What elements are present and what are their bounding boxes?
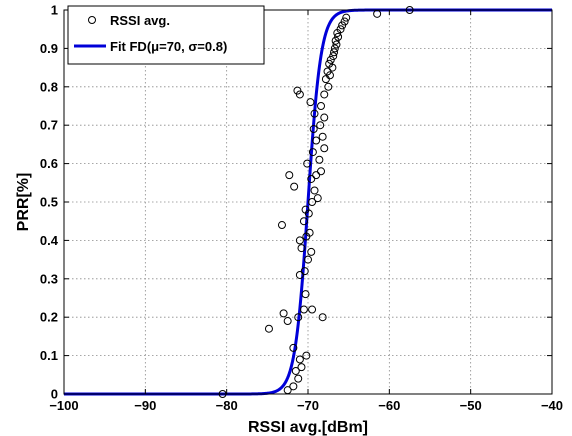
y-tick-label: 0.3 bbox=[40, 271, 58, 286]
data-point bbox=[329, 52, 338, 61]
data-point bbox=[332, 40, 341, 49]
data-point bbox=[304, 255, 312, 264]
x-tick-label: −90 bbox=[134, 398, 156, 413]
data-point bbox=[308, 198, 317, 206]
x-tick-label: −70 bbox=[297, 398, 319, 413]
data-point bbox=[336, 25, 345, 34]
x-axis-label: RSSI avg.[dBm] bbox=[248, 419, 368, 436]
data-point bbox=[308, 148, 317, 157]
data-point bbox=[301, 290, 310, 299]
data-point bbox=[295, 236, 304, 245]
data-point bbox=[320, 144, 329, 153]
x-tick-label: −50 bbox=[460, 398, 482, 413]
legend-label-rssi: RSSI avg. bbox=[110, 13, 170, 28]
legend-label-fit: Fit FD(μ=70, σ=0.8) bbox=[110, 39, 227, 54]
x-tick-label: −60 bbox=[378, 398, 400, 413]
data-point bbox=[264, 324, 273, 333]
data-point bbox=[289, 343, 298, 352]
data-point bbox=[297, 244, 306, 253]
data-point bbox=[330, 48, 339, 57]
data-point bbox=[325, 59, 334, 68]
x-tick-label: −80 bbox=[216, 398, 238, 413]
y-tick-label: 1 bbox=[51, 3, 58, 18]
y-tick-label: 0.1 bbox=[40, 348, 58, 363]
data-point bbox=[299, 217, 308, 226]
y-tick-label: 0 bbox=[51, 387, 58, 402]
data-point bbox=[320, 113, 329, 122]
data-point bbox=[318, 313, 327, 322]
data-point bbox=[323, 67, 332, 76]
grid-lines bbox=[64, 10, 552, 394]
data-point bbox=[317, 102, 326, 110]
y-tick-label: 0.8 bbox=[40, 79, 58, 94]
data-point bbox=[342, 13, 351, 22]
data-point bbox=[302, 351, 311, 360]
data-point bbox=[279, 309, 288, 318]
data-point bbox=[305, 228, 314, 237]
data-point bbox=[312, 171, 321, 180]
data-point bbox=[299, 305, 308, 314]
data-point bbox=[340, 17, 349, 26]
data-point bbox=[315, 155, 324, 164]
data-point bbox=[330, 44, 339, 53]
data-point bbox=[317, 167, 326, 176]
data-point bbox=[294, 313, 303, 322]
y-tick-label: 0.9 bbox=[40, 41, 58, 56]
y-tick-label: 0.4 bbox=[40, 233, 59, 248]
data-point bbox=[307, 247, 316, 256]
data-point bbox=[318, 132, 327, 141]
data-point bbox=[295, 270, 304, 279]
data-point bbox=[301, 205, 310, 214]
x-axis-ticks: −100 −90 −80 −70 −60 −50 −40 bbox=[49, 10, 563, 413]
data-point bbox=[297, 363, 306, 372]
data-point bbox=[320, 90, 329, 99]
data-point bbox=[307, 174, 316, 183]
y-tick-label: 0.2 bbox=[40, 310, 58, 325]
data-point bbox=[277, 221, 286, 230]
data-point bbox=[293, 86, 302, 95]
x-tick-label: −100 bbox=[49, 398, 78, 413]
data-point bbox=[300, 267, 309, 276]
y-tick-label: 0.7 bbox=[40, 118, 58, 133]
data-point bbox=[283, 317, 292, 326]
data-point bbox=[306, 98, 315, 107]
data-point bbox=[312, 136, 321, 145]
data-point bbox=[334, 32, 343, 41]
y-tick-label: 0.6 bbox=[40, 156, 58, 171]
x-tick-label: −40 bbox=[541, 398, 563, 413]
legend: RSSI avg. Fit FD(μ=70, σ=0.8) bbox=[67, 5, 265, 65]
data-point bbox=[309, 125, 318, 134]
data-point bbox=[294, 374, 303, 383]
data-point bbox=[303, 159, 312, 168]
data-point bbox=[295, 355, 304, 364]
data-point bbox=[308, 305, 317, 314]
data-point bbox=[310, 109, 319, 118]
legend-box bbox=[67, 5, 265, 65]
data-point bbox=[290, 182, 299, 191]
legend-marker-circle-icon bbox=[88, 16, 96, 24]
y-axis-ticks: 0 0.1 0.2 0.3 0.4 0.5 0.6 0.7 0.8 0.9 1 bbox=[40, 3, 552, 402]
y-axis-label: PRR[%] bbox=[15, 173, 32, 232]
data-point bbox=[289, 382, 298, 391]
data-point bbox=[313, 194, 322, 203]
data-point bbox=[291, 366, 300, 375]
data-point bbox=[324, 82, 333, 91]
y-tick-label: 0.5 bbox=[40, 195, 58, 210]
data-point bbox=[316, 121, 325, 130]
data-point bbox=[310, 186, 319, 195]
data-point bbox=[285, 171, 294, 180]
